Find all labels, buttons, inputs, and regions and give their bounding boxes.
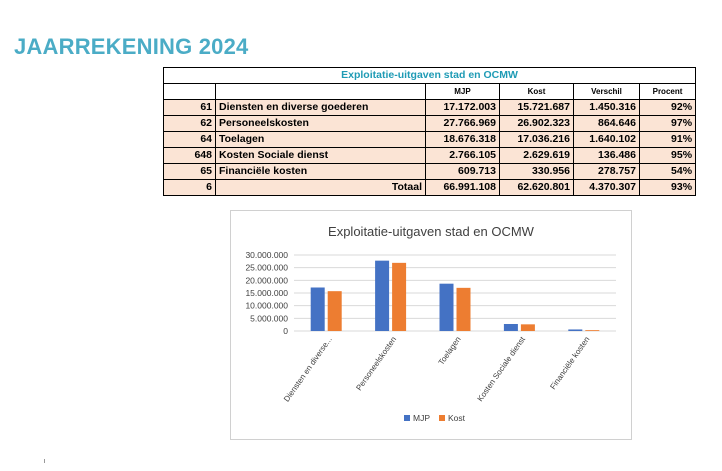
row-verschil: 1.450.316 xyxy=(573,99,640,116)
bar-kost xyxy=(520,324,535,331)
row-kost: 330.956 xyxy=(499,163,574,180)
table-row: 648 Kosten Sociale dienst 2.766.105 2.62… xyxy=(163,147,697,164)
y-tick-label: 15.000.000 xyxy=(245,288,288,298)
chart-x-axis: Diensten en diverse... Personeelskosten To… xyxy=(282,334,591,403)
row-kost: 2.629.619 xyxy=(499,147,574,164)
bar-mjp xyxy=(503,323,518,331)
row-verschil: 136.486 xyxy=(573,147,640,164)
expenses-table: Exploitatie-uitgaven stad en OCMW MJP Ko… xyxy=(162,67,697,196)
table-row: 62 Personeelskosten 27.766.969 26.902.32… xyxy=(163,115,697,132)
legend-swatch xyxy=(439,415,445,421)
row-mjp: 2.766.105 xyxy=(425,147,500,164)
chart-y-axis: 0 5.000.000 10.000.000 15.000.000 20.000.000… xyxy=(245,250,288,336)
chart-svg: Exploitatie-uitgaven stad en OCMW 0 5.000… xyxy=(245,224,616,423)
table-total-row: 6 Totaal 66.991.108 62.620.801 4.370.307… xyxy=(163,179,697,196)
header-kost: Kost xyxy=(499,83,574,100)
row-code: 648 xyxy=(163,147,216,164)
total-kost: 62.620.801 xyxy=(499,179,574,196)
x-tick-label: Financiële kosten xyxy=(548,335,591,391)
y-tick-label: 30.000.000 xyxy=(245,250,288,260)
header-empty-code xyxy=(163,83,216,100)
chart-gridlines xyxy=(294,254,616,332)
bar-mjp xyxy=(375,260,390,331)
row-label: Financiële kosten xyxy=(215,163,426,180)
row-verschil: 1.640.102 xyxy=(573,131,640,148)
row-kost: 15.721.687 xyxy=(499,99,574,116)
bar-kost xyxy=(392,262,407,331)
row-procent: 54% xyxy=(638,163,697,180)
row-kost: 17.036.216 xyxy=(499,131,574,148)
table-row: 64 Toelagen 18.676.318 17.036.216 1.640.… xyxy=(163,131,697,148)
legend-label: Kost xyxy=(448,413,466,423)
row-label: Diensten en diverse goederen xyxy=(215,99,426,116)
x-tick-label: Toelagen xyxy=(437,335,463,367)
bar-mjp xyxy=(310,287,325,331)
chart-title: Exploitatie-uitgaven stad en OCMW xyxy=(328,224,535,239)
row-mjp: 17.172.003 xyxy=(425,99,500,116)
row-code: 65 xyxy=(163,163,216,180)
row-procent: 92% xyxy=(638,99,697,116)
total-verschil: 4.370.307 xyxy=(573,179,640,196)
page-mark xyxy=(44,459,45,463)
row-label: Kosten Sociale dienst xyxy=(215,147,426,164)
bar-kost xyxy=(327,291,342,331)
table-header-row: MJP Kost Verschil Procent xyxy=(163,83,697,100)
row-mjp: 27.766.969 xyxy=(425,115,500,132)
y-tick-label: 10.000.000 xyxy=(245,301,288,311)
row-procent: 95% xyxy=(638,147,697,164)
page-title: JAARREKENING 2024 xyxy=(14,34,249,59)
legend-label: MJP xyxy=(413,413,430,423)
bar-mjp xyxy=(568,329,583,331)
row-code: 64 xyxy=(163,131,216,148)
table-row: 65 Financiële kosten 609.713 330.956 278… xyxy=(163,163,697,180)
x-tick-label: Diensten en diverse... xyxy=(282,335,334,404)
x-tick-label: Kosten Sociale dienst xyxy=(476,334,528,403)
table-caption-row: Exploitatie-uitgaven stad en OCMW xyxy=(162,67,697,84)
row-mjp: 18.676.318 xyxy=(425,131,500,148)
y-tick-label: 25.000.000 xyxy=(245,263,288,273)
header-empty-label xyxy=(215,83,426,100)
bar-kost xyxy=(585,330,600,331)
header-procent: Procent xyxy=(638,83,697,100)
y-tick-label: 5.000.000 xyxy=(250,313,288,323)
table-caption: Exploitatie-uitgaven stad en OCMW xyxy=(162,67,697,84)
bar-kost xyxy=(456,287,471,331)
header-mjp: MJP xyxy=(425,83,500,100)
total-label: Totaal xyxy=(215,179,426,196)
row-label: Toelagen xyxy=(215,131,426,148)
row-code: 61 xyxy=(163,99,216,116)
row-code: 62 xyxy=(163,115,216,132)
row-procent: 97% xyxy=(638,115,697,132)
legend-swatch xyxy=(404,415,410,421)
total-code: 6 xyxy=(163,179,216,196)
y-tick-label: 20.000.000 xyxy=(245,275,288,285)
row-mjp: 609.713 xyxy=(425,163,500,180)
y-tick-label: 0 xyxy=(283,326,288,336)
bar-mjp xyxy=(439,283,454,331)
row-label: Personeelskosten xyxy=(215,115,426,132)
expenses-chart: Exploitatie-uitgaven stad en OCMW 0 5.000… xyxy=(230,210,632,440)
chart-bars xyxy=(310,260,600,331)
total-procent: 93% xyxy=(638,179,697,196)
chart-legend: MJP Kost xyxy=(404,413,466,423)
row-kost: 26.902.323 xyxy=(499,115,574,132)
row-verschil: 278.757 xyxy=(573,163,640,180)
header-verschil: Verschil xyxy=(573,83,640,100)
total-mjp: 66.991.108 xyxy=(425,179,500,196)
table-row: 61 Diensten en diverse goederen 17.172.0… xyxy=(163,99,697,116)
row-procent: 91% xyxy=(638,131,697,148)
x-tick-label: Personeelskosten xyxy=(354,335,398,392)
row-verschil: 864.646 xyxy=(573,115,640,132)
